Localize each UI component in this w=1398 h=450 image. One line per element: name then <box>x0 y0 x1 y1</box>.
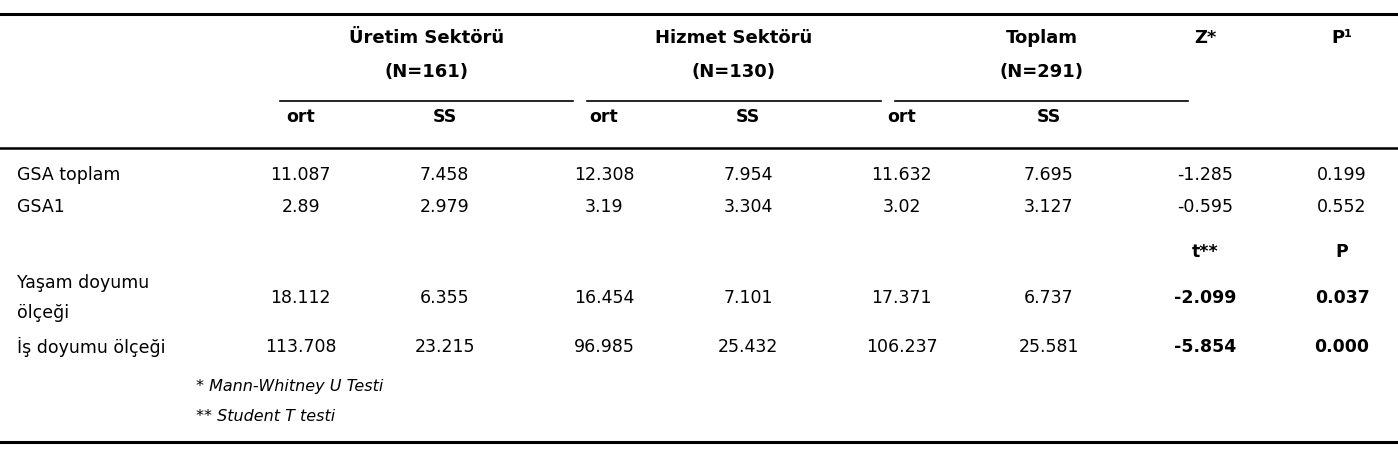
Text: 0.037: 0.037 <box>1314 289 1370 307</box>
Text: P¹: P¹ <box>1331 29 1353 47</box>
Text: -0.595: -0.595 <box>1177 198 1233 216</box>
Text: 96.985: 96.985 <box>573 338 635 356</box>
Text: 25.581: 25.581 <box>1018 338 1079 356</box>
Text: 7.101: 7.101 <box>723 289 773 307</box>
Text: 0.199: 0.199 <box>1317 166 1367 184</box>
Text: (N=130): (N=130) <box>692 63 776 81</box>
Text: GSA toplam: GSA toplam <box>17 166 120 184</box>
Text: P: P <box>1335 243 1349 261</box>
Text: SS: SS <box>1036 108 1061 126</box>
Text: 113.708: 113.708 <box>264 338 337 356</box>
Text: İş doyumu ölçeği: İş doyumu ölçeği <box>17 337 165 356</box>
Text: Yaşam doyumu: Yaşam doyumu <box>17 274 150 292</box>
Text: 0.000: 0.000 <box>1314 338 1370 356</box>
Text: t**: t** <box>1191 243 1219 261</box>
Text: 16.454: 16.454 <box>573 289 635 307</box>
Text: 7.458: 7.458 <box>419 166 470 184</box>
Text: 0.552: 0.552 <box>1317 198 1367 216</box>
Text: (N=291): (N=291) <box>1000 63 1083 81</box>
Text: 17.371: 17.371 <box>871 289 932 307</box>
Text: 23.215: 23.215 <box>414 338 475 356</box>
Text: 3.02: 3.02 <box>882 198 921 216</box>
Text: -1.285: -1.285 <box>1177 166 1233 184</box>
Text: (N=161): (N=161) <box>384 63 468 81</box>
Text: 18.112: 18.112 <box>270 289 331 307</box>
Text: -2.099: -2.099 <box>1174 289 1236 307</box>
Text: 11.087: 11.087 <box>270 166 331 184</box>
Text: 6.737: 6.737 <box>1023 289 1074 307</box>
Text: 106.237: 106.237 <box>865 338 938 356</box>
Text: 12.308: 12.308 <box>573 166 635 184</box>
Text: ort: ort <box>888 108 916 126</box>
Text: 2.89: 2.89 <box>281 198 320 216</box>
Text: ** Student T testi: ** Student T testi <box>196 409 336 424</box>
Text: 7.954: 7.954 <box>723 166 773 184</box>
Text: SS: SS <box>735 108 761 126</box>
Text: 3.19: 3.19 <box>584 198 624 216</box>
Text: ort: ort <box>287 108 315 126</box>
Text: 3.127: 3.127 <box>1023 198 1074 216</box>
Text: ort: ort <box>590 108 618 126</box>
Text: 3.304: 3.304 <box>723 198 773 216</box>
Text: * Mann-Whitney U Testi: * Mann-Whitney U Testi <box>196 379 383 395</box>
Text: Z*: Z* <box>1194 29 1216 47</box>
Text: ölçeği: ölçeği <box>17 304 69 322</box>
Text: Toplam: Toplam <box>1005 29 1078 47</box>
Text: Hizmet Sektörü: Hizmet Sektörü <box>656 29 812 47</box>
Text: 6.355: 6.355 <box>419 289 470 307</box>
Text: GSA1: GSA1 <box>17 198 64 216</box>
Text: 11.632: 11.632 <box>871 166 932 184</box>
Text: 7.695: 7.695 <box>1023 166 1074 184</box>
Text: -5.854: -5.854 <box>1174 338 1236 356</box>
Text: SS: SS <box>432 108 457 126</box>
Text: 25.432: 25.432 <box>717 338 779 356</box>
Text: Üretim Sektörü: Üretim Sektörü <box>350 29 503 47</box>
Text: 2.979: 2.979 <box>419 198 470 216</box>
